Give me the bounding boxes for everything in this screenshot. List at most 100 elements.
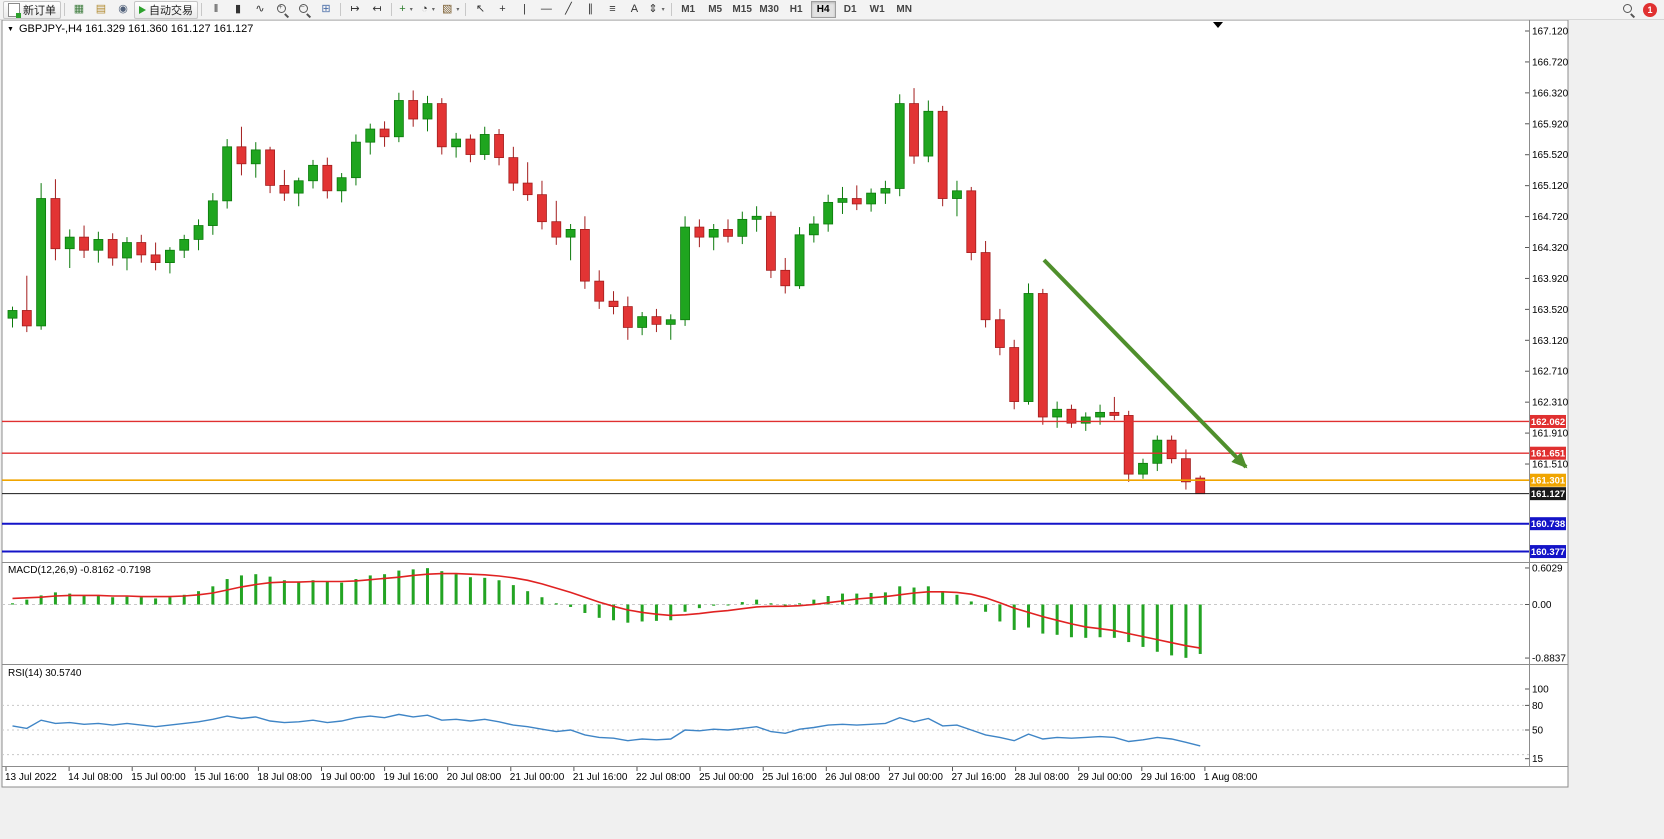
candle — [479, 126, 490, 160]
candle — [966, 186, 977, 261]
rsi-axis-label: 15 — [1532, 754, 1544, 765]
time-axis-label: 21 Jul 16:00 — [573, 772, 628, 783]
timeframe-W1[interactable]: W1 — [869, 4, 885, 15]
candle — [980, 240, 991, 328]
candle — [837, 186, 848, 214]
collapse-chart-icon[interactable]: ▼ — [7, 25, 14, 33]
time-axis-label: 28 Jul 08:00 — [1015, 772, 1070, 783]
macd-axis-label: -0.8837 — [1532, 654, 1566, 665]
candle — [1023, 283, 1034, 405]
trendline-icon[interactable]: ╱ — [557, 1, 579, 19]
candle — [365, 123, 376, 155]
toolbar-separator — [201, 3, 202, 16]
candle — [165, 247, 175, 274]
toolbar-separator — [64, 3, 65, 16]
fibonacci-icon[interactable]: ≡ — [601, 1, 623, 19]
price-level-label: 160.377 — [1531, 547, 1565, 558]
candle — [451, 132, 462, 158]
trend-arrow[interactable] — [1042, 258, 1248, 469]
candle — [21, 275, 32, 333]
vertical-line-icon[interactable]: | — [513, 1, 535, 19]
auto-scroll-icon[interactable]: ↦ — [344, 1, 366, 19]
zoom-in-icon[interactable]: + — [271, 1, 293, 19]
candle — [909, 88, 919, 164]
candle — [651, 308, 662, 333]
timeframe-M1[interactable]: M1 — [681, 4, 696, 15]
horizontal-line-160.377[interactable]: 160.377 — [2, 545, 1566, 559]
crosshair-icon-glyph: + — [499, 3, 506, 15]
price-shift-marker[interactable] — [1213, 22, 1223, 28]
candle — [1195, 475, 1206, 495]
crosshair-icon[interactable]: + — [491, 1, 513, 19]
timeframe-D1[interactable]: D1 — [843, 4, 857, 15]
candle — [150, 242, 161, 271]
horizontal-line-icon[interactable]: — — [535, 1, 557, 19]
candle — [608, 291, 619, 315]
notification-badge[interactable]: 1 — [1643, 2, 1657, 17]
chevron-down-icon: ▾ — [661, 7, 665, 13]
candle — [50, 179, 61, 261]
candle — [952, 180, 962, 217]
indicators-dropdown[interactable]: + ▾ — [395, 1, 417, 19]
tile-windows-icon[interactable]: ⊞ — [315, 1, 337, 19]
price-level-label: 161.651 — [1531, 449, 1566, 460]
candle — [751, 206, 762, 232]
chart-shift-icon[interactable]: ↤ — [366, 1, 388, 19]
candlestick-chart-icon[interactable]: ▮ — [227, 1, 249, 19]
timeframe-M5[interactable]: M5 — [708, 4, 723, 15]
candle — [737, 211, 748, 245]
price-axis-label: 167.120 — [1532, 27, 1569, 38]
candle — [236, 126, 247, 176]
candle — [923, 100, 934, 163]
horizontal-line-160.738[interactable]: 160.738 — [2, 517, 1566, 531]
timeframe-H1[interactable]: H1 — [789, 4, 803, 15]
horizontal-line-161.127[interactable]: 161.127 — [2, 487, 1566, 501]
price-axis-label: 165.520 — [1532, 150, 1569, 161]
autotrade-button[interactable]: 自动交易 — [134, 0, 198, 19]
timeframe-MN[interactable]: MN — [896, 4, 912, 15]
templates-dropdown[interactable]: ▧ ▾ — [439, 1, 462, 19]
price-axis-label: 166.720 — [1532, 57, 1569, 68]
time-axis-label: 21 Jul 00:00 — [510, 772, 565, 783]
time-axis-label: 22 Jul 08:00 — [636, 772, 691, 783]
new-order-button[interactable]: 新订单 — [3, 0, 61, 19]
cursor-icon[interactable]: ↖ — [469, 1, 491, 19]
horizontal-line-161.651[interactable]: 161.651 — [2, 446, 1566, 460]
arrows-icon[interactable]: ⇕ ▾ — [645, 1, 667, 19]
search-icon[interactable] — [1617, 1, 1639, 19]
candle — [351, 134, 361, 186]
equidistant-channel-icon[interactable]: ∥ — [579, 1, 601, 19]
candle — [551, 200, 562, 245]
timeframe-M30[interactable]: M30 — [759, 4, 779, 15]
timeframe-H4[interactable]: H4 — [810, 1, 836, 18]
profiles-icon[interactable]: ▤ — [90, 1, 112, 19]
vertical-line-icon-glyph: | — [522, 3, 526, 15]
bar-chart-icon[interactable]: ‖ — [205, 1, 227, 19]
candle — [694, 219, 705, 248]
candle — [1037, 288, 1048, 425]
line-chart-icon[interactable]: ∿ — [249, 1, 271, 19]
new-chart-icon[interactable]: ▦ — [68, 1, 90, 19]
chevron-down-icon: ▾ — [431, 7, 435, 13]
text-icon[interactable]: A — [623, 1, 645, 19]
candle — [708, 224, 719, 251]
candle — [136, 234, 147, 263]
timeframe-M15[interactable]: M15 — [732, 4, 752, 15]
candle — [637, 312, 648, 336]
time-axis-label: 27 Jul 16:00 — [952, 772, 1007, 783]
candle — [780, 257, 791, 294]
periods-dropdown[interactable]: ◔ ▾ — [417, 1, 439, 19]
horizontal-line-162.062[interactable]: 162.062 — [2, 414, 1566, 428]
time-axis-label: 19 Jul 16:00 — [384, 772, 439, 783]
candle — [279, 169, 290, 201]
toolbar-separator — [465, 3, 467, 16]
templates-dropdown-glyph: ▧ — [442, 3, 453, 15]
horizontal-line-161.301[interactable]: 161.301 — [2, 473, 1566, 487]
data-window-icon[interactable]: ◉ — [112, 1, 134, 19]
candle — [1009, 339, 1020, 410]
rsi-axis-label: 100 — [1532, 685, 1549, 696]
fibonacci-icon-glyph: ≡ — [609, 3, 616, 15]
time-axis-label: 25 Jul 16:00 — [762, 772, 817, 783]
zoom-out-icon[interactable]: − — [293, 1, 315, 19]
